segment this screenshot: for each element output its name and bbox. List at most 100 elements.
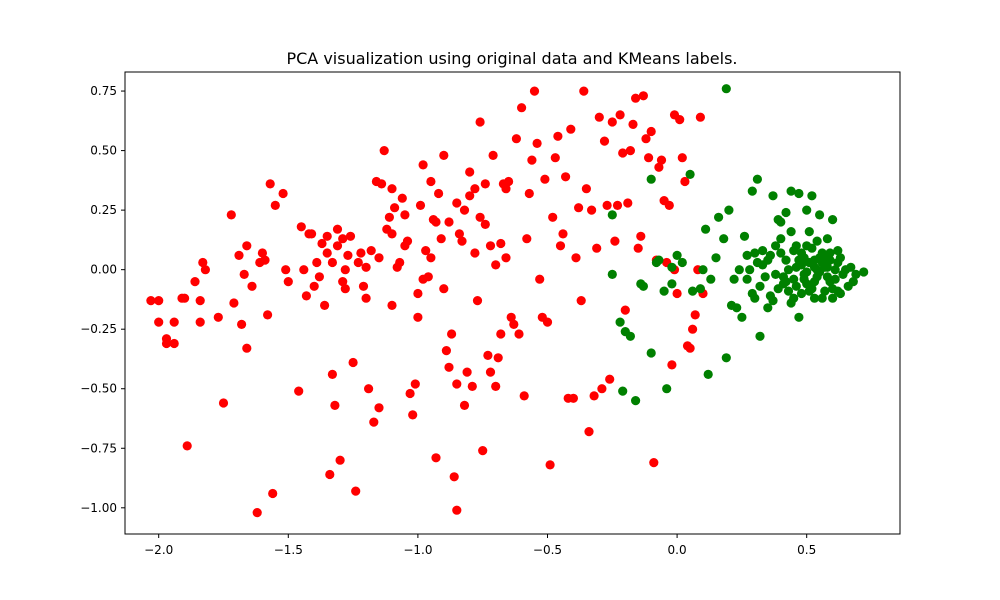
data-point <box>677 153 687 163</box>
data-point <box>781 277 791 287</box>
data-point <box>154 296 164 306</box>
data-point <box>807 191 817 201</box>
data-point <box>698 265 708 275</box>
data-point <box>364 384 374 394</box>
data-point <box>405 388 415 399</box>
data-point <box>545 460 555 470</box>
data-point <box>817 293 827 303</box>
data-point <box>496 329 506 339</box>
data-point <box>783 265 794 275</box>
data-point <box>607 269 617 279</box>
plot-area <box>125 72 900 534</box>
data-point <box>480 219 490 229</box>
data-point <box>631 93 641 103</box>
data-point <box>618 386 628 396</box>
data-point <box>478 446 488 456</box>
data-point <box>327 257 337 268</box>
data-point <box>182 441 192 451</box>
data-point <box>646 174 656 184</box>
data-point <box>415 200 426 210</box>
data-point <box>501 253 511 263</box>
data-point <box>387 300 397 310</box>
data-point <box>180 293 190 303</box>
data-point <box>688 324 698 334</box>
x-tick-label: −1.0 <box>403 543 432 557</box>
data-point <box>322 231 332 241</box>
data-point <box>296 222 306 232</box>
data-point <box>218 398 229 408</box>
data-point <box>711 253 721 263</box>
data-point <box>786 186 796 196</box>
y-tick-label: −0.25 <box>80 322 117 336</box>
data-point <box>283 277 293 287</box>
data-point <box>763 303 773 313</box>
x-tick-label: −2.0 <box>144 543 173 557</box>
data-point <box>532 138 542 148</box>
data-point <box>548 212 558 222</box>
data-point <box>309 281 319 291</box>
data-point <box>804 227 814 237</box>
data-point <box>169 338 179 349</box>
data-point <box>483 350 493 360</box>
data-point <box>436 234 446 244</box>
data-point <box>680 176 690 187</box>
data-point <box>542 317 553 327</box>
data-point <box>703 369 713 379</box>
data-point <box>768 191 778 201</box>
data-point <box>685 169 695 179</box>
data-point <box>742 274 752 284</box>
data-point <box>263 310 273 320</box>
data-point <box>340 265 350 275</box>
data-point <box>439 284 449 294</box>
data-point <box>714 212 724 222</box>
data-point <box>747 186 757 196</box>
data-point <box>338 234 348 244</box>
data-point <box>485 367 496 377</box>
data-point <box>558 229 568 239</box>
data-point <box>721 84 731 94</box>
data-point <box>654 255 664 265</box>
data-point <box>623 198 633 208</box>
data-point <box>597 384 607 394</box>
data-point <box>594 112 604 122</box>
data-point <box>822 272 833 282</box>
data-point <box>470 184 480 194</box>
x-tick-label: 0.5 <box>797 543 816 557</box>
data-point <box>281 265 291 275</box>
data-point <box>835 288 846 299</box>
data-point <box>200 265 210 275</box>
data-point <box>732 303 742 313</box>
data-point <box>332 224 343 234</box>
data-point <box>475 212 485 222</box>
data-point <box>644 153 654 163</box>
data-point <box>636 231 646 241</box>
data-point <box>265 179 275 189</box>
data-point <box>314 272 324 282</box>
data-point <box>343 250 353 260</box>
data-point <box>449 472 459 482</box>
data-point <box>426 253 436 263</box>
data-point <box>719 234 729 244</box>
data-point <box>695 284 706 294</box>
data-point <box>190 277 200 287</box>
data-point <box>646 348 656 358</box>
x-tick-label: 0.0 <box>668 543 687 557</box>
data-point <box>439 150 449 160</box>
data-point <box>804 286 814 296</box>
data-point <box>408 410 418 420</box>
data-point <box>395 257 405 268</box>
data-point <box>338 277 348 287</box>
data-point <box>664 200 674 210</box>
data-point <box>540 174 550 184</box>
data-point <box>721 353 731 363</box>
data-point <box>491 260 501 270</box>
data-point <box>470 248 480 258</box>
data-point <box>491 381 501 391</box>
data-point <box>561 172 571 182</box>
y-tick-label: −1.00 <box>80 501 117 515</box>
data-point <box>312 257 322 268</box>
data-point <box>615 317 625 327</box>
data-point <box>390 203 400 213</box>
data-point <box>462 367 472 377</box>
data-point <box>620 305 630 315</box>
